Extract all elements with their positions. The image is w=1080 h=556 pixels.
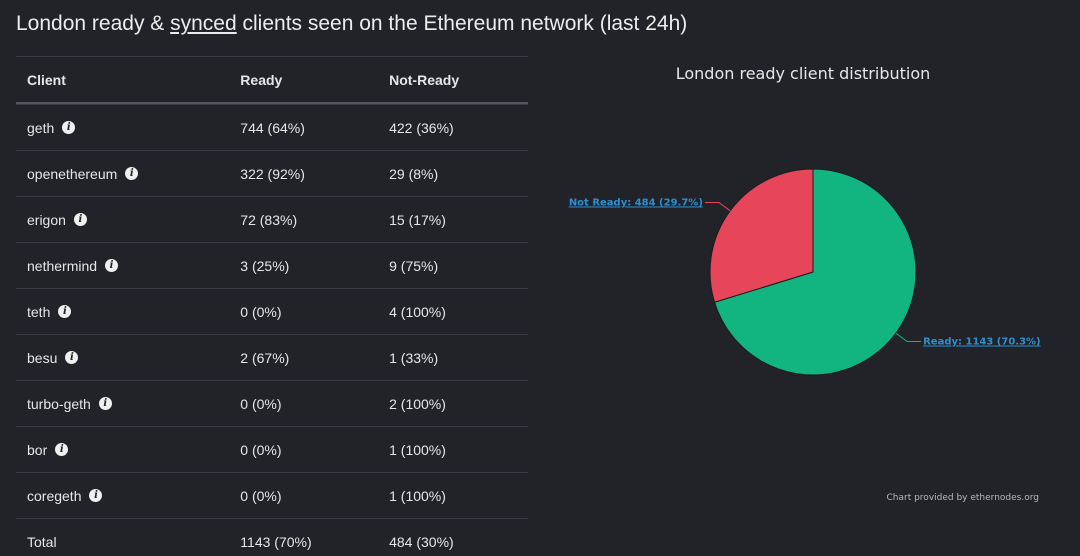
not-ready-count: 9 (75%)	[389, 257, 439, 274]
info-icon[interactable]: i	[125, 167, 139, 180]
client-name: coregeth i	[16, 488, 240, 504]
not-ready-count: 2 (100%)	[389, 395, 446, 412]
info-icon[interactable]: i	[62, 121, 76, 134]
not-ready-count: 15 (17%)	[389, 211, 446, 228]
total-ready: 1143 (70%)	[240, 533, 312, 550]
client-name-text: openethereum	[27, 165, 118, 182]
client-name-text: geth	[27, 119, 55, 136]
ready-count: 72 (83%)	[240, 211, 298, 228]
table-row: coregeth i 0 (0%) 1 (100%)	[16, 472, 528, 518]
ready-count: 0 (0%)	[240, 441, 282, 458]
info-icon[interactable]: i	[73, 213, 87, 226]
title-text-start: London ready &	[16, 12, 171, 35]
info-icon[interactable]: i	[105, 259, 119, 272]
ready-count: 0 (0%)	[240, 303, 282, 320]
not-ready-slice[interactable]	[709, 168, 814, 303]
client-name: nethermind i	[16, 258, 240, 274]
ready-count: 322 (92%)	[240, 165, 305, 182]
client-name: bor i	[16, 442, 240, 458]
info-icon[interactable]: i	[98, 397, 112, 410]
ready-count: 0 (0%)	[240, 395, 282, 412]
table-row: nethermind i 3 (25%) 9 (75%)	[16, 242, 528, 288]
not-ready-count: 4 (100%)	[389, 303, 446, 320]
table-row: openethereum i 322 (92%) 29 (8%)	[16, 150, 528, 196]
client-name: besu i	[16, 350, 240, 366]
ready-count: 2 (67%)	[240, 349, 290, 366]
client-name-text: besu	[27, 349, 58, 366]
client-name: geth i	[16, 120, 240, 136]
chart-credit: Chart provided by ethernodes.org	[886, 493, 1040, 503]
ready-label[interactable]: Ready: 1143 (70.3%)	[923, 337, 1041, 348]
table-row: bor i 0 (0%) 1 (100%)	[16, 426, 528, 472]
client-name: openethereum i	[16, 166, 240, 182]
page-title: London ready & synced clients seen on th…	[16, 12, 687, 36]
client-name-text: teth	[27, 303, 51, 320]
ready-count: 3 (25%)	[240, 257, 290, 274]
clients-table: Client Ready Not-Ready geth i 744 (64%) 422…	[16, 56, 528, 556]
ready-count: 0 (0%)	[240, 487, 282, 504]
info-icon[interactable]: i	[58, 305, 72, 318]
not-ready-count: 1 (100%)	[389, 441, 446, 458]
table-row: erigon i 72 (83%) 15 (17%)	[16, 196, 528, 242]
client-name: teth i	[16, 304, 240, 320]
table-header: Client Ready Not-Ready	[16, 56, 528, 104]
table-body: geth i 744 (64%) 422 (36%) openethereum i 322 …	[16, 104, 528, 518]
not-ready-count: 422 (36%)	[389, 119, 454, 136]
table-row: besu i 2 (67%) 1 (33%)	[16, 334, 528, 380]
header-not-ready: Not-Ready	[389, 71, 460, 88]
ready-slice-leader	[895, 332, 922, 343]
not-ready-count: 1 (100%)	[389, 487, 446, 504]
table-row: teth i 0 (0%) 4 (100%)	[16, 288, 528, 334]
client-name: erigon i	[16, 212, 240, 228]
table-row: turbo-geth i 0 (0%) 2 (100%)	[16, 380, 528, 426]
client-name-text: bor	[27, 441, 48, 458]
total-label: Total	[27, 533, 57, 550]
not-ready-slice-leader	[704, 201, 731, 212]
client-name: turbo-geth i	[16, 396, 240, 412]
not-ready-label[interactable]: Not Ready: 484 (29.7%)	[569, 197, 703, 208]
info-icon[interactable]: i	[65, 351, 79, 364]
pie-chart: London ready client distribution Ready: …	[548, 56, 1068, 503]
not-ready-count: 1 (33%)	[389, 349, 439, 366]
client-name-text: erigon	[27, 211, 66, 228]
header-client: Client	[27, 71, 66, 88]
pie-chart-svg: Ready: 1143 (70.3%) Not Ready: 484 (29.7%…	[569, 168, 1041, 376]
not-ready-count: 29 (8%)	[389, 165, 439, 182]
client-name-text: coregeth	[27, 487, 82, 504]
client-name-text: nethermind	[27, 257, 98, 274]
info-icon[interactable]: i	[89, 489, 103, 502]
table-total-row: Total 1143 (70%) 484 (30%)	[16, 518, 528, 556]
header-ready: Ready	[240, 71, 283, 88]
chart-title: London ready client distribution	[675, 64, 931, 83]
title-text-end: clients seen on the Ethereum network (la…	[236, 12, 688, 35]
synced-link[interactable]: synced	[170, 12, 237, 35]
client-name-text: turbo-geth	[27, 395, 91, 412]
ready-count: 744 (64%)	[240, 119, 305, 136]
total-not-ready: 484 (30%)	[389, 533, 454, 550]
info-icon[interactable]: i	[55, 443, 69, 456]
table-row: geth i 744 (64%) 422 (36%)	[16, 104, 528, 150]
